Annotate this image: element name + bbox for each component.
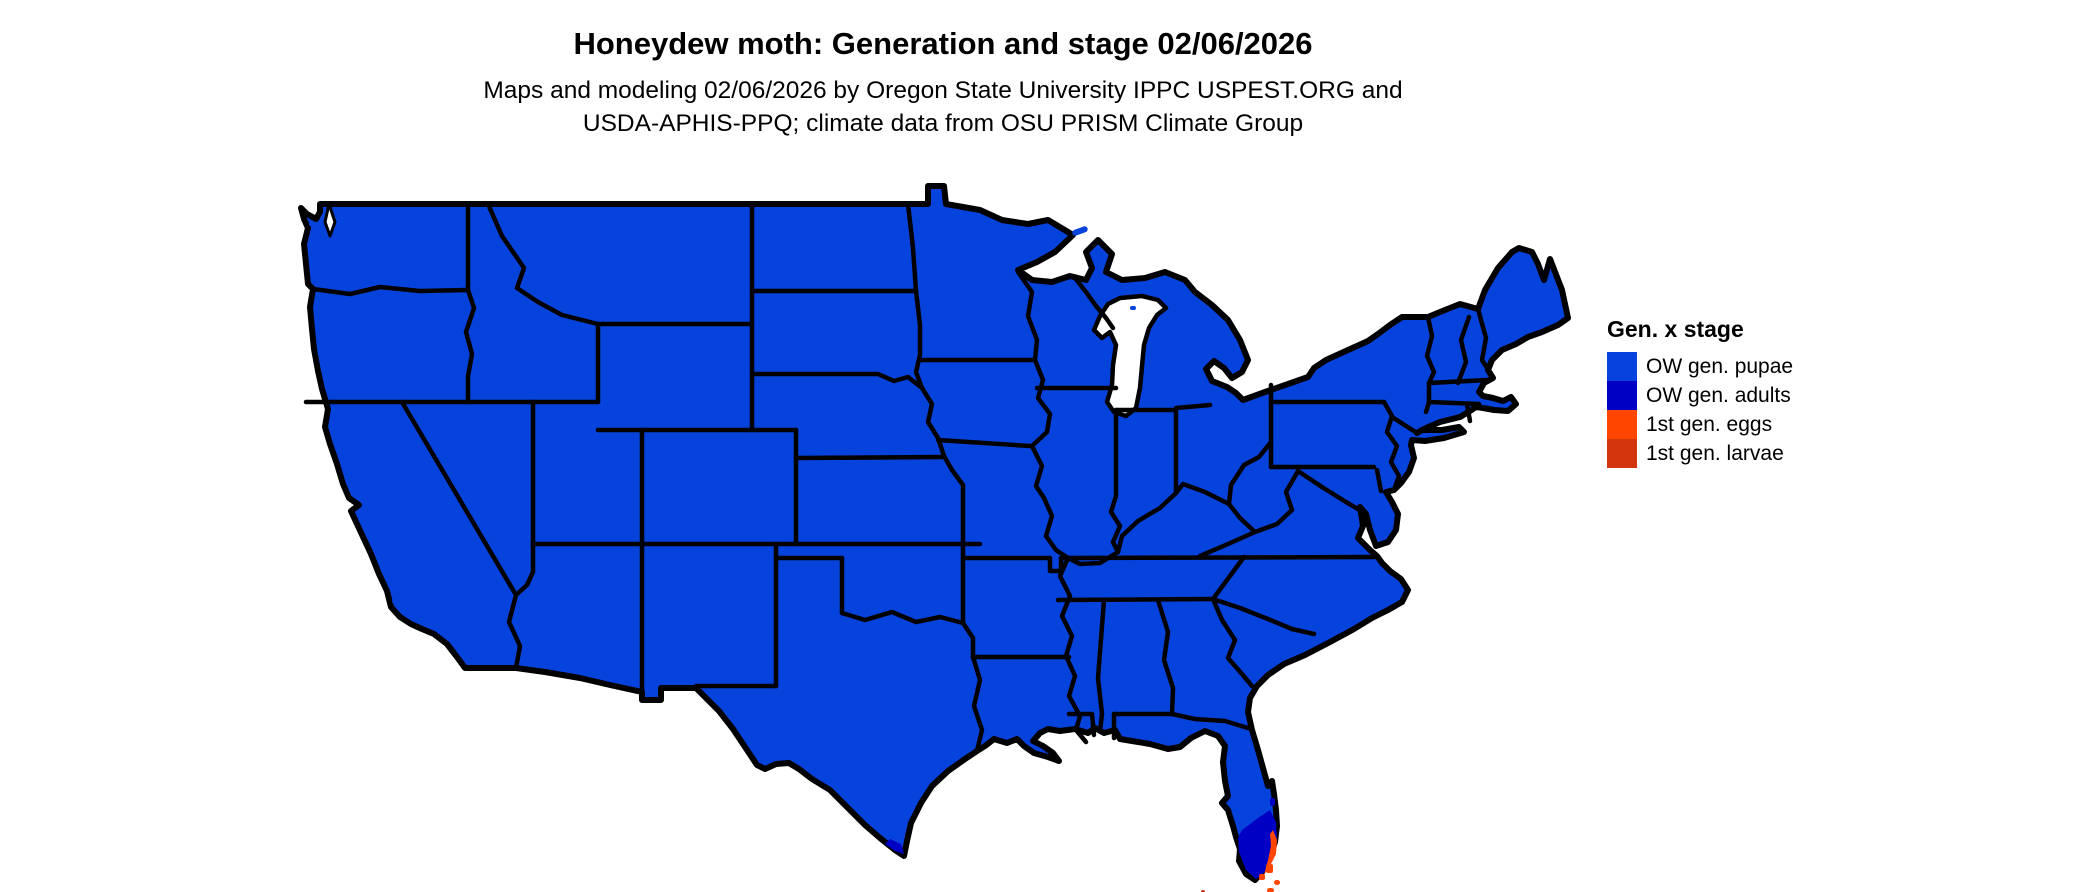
florida-adults-speck bbox=[1270, 798, 1275, 806]
subtitle-line-2: USDA-APHIS-PPQ; climate data from OSU PR… bbox=[582, 110, 1304, 137]
map-title: Honeydew moth: Generation and stage 02/0… bbox=[573, 26, 1313, 61]
map-subtitle: Maps and modeling 02/06/2026 by Oregon S… bbox=[0, 74, 1886, 140]
legend-label: 1st gen. larvae bbox=[1646, 441, 1784, 465]
florida-adults-region bbox=[1238, 810, 1277, 879]
texas-adults-region bbox=[885, 839, 904, 854]
legend-row-eggs: 1st gen. eggs bbox=[1607, 410, 1793, 439]
legend-row-larvae: 1st gen. larvae bbox=[1607, 439, 1793, 468]
island-specks bbox=[309, 222, 1136, 622]
adults-swatch bbox=[1607, 381, 1637, 410]
legend-row-adults: OW gen. adults bbox=[1607, 381, 1793, 410]
legend-row-pupae: OW gen. pupae bbox=[1607, 352, 1793, 381]
us-landmass bbox=[298, 183, 1571, 883]
title-block: Honeydew moth: Generation and stage 02/0… bbox=[0, 0, 1886, 140]
subtitle-line-1: Maps and modeling 02/06/2026 by Oregon S… bbox=[483, 77, 1403, 104]
pupae-swatch bbox=[1607, 352, 1637, 381]
map-legend: Gen. x stage OW gen. pupae OW gen. adult… bbox=[1607, 316, 1793, 468]
us-map bbox=[280, 140, 1580, 892]
us-map-svg bbox=[298, 183, 1571, 892]
puget-sound bbox=[323, 202, 337, 238]
florida-keys-eggs bbox=[1201, 880, 1280, 892]
legend-title: Gen. x stage bbox=[1607, 316, 1744, 342]
legend-label: OW gen. pupae bbox=[1646, 354, 1794, 378]
florida-eggs-region bbox=[1259, 830, 1277, 880]
legend-label: OW gen. adults bbox=[1646, 383, 1791, 407]
larvae-swatch bbox=[1607, 439, 1637, 468]
state-borders bbox=[303, 201, 1492, 754]
legend-label: 1st gen. eggs bbox=[1646, 412, 1773, 436]
eggs-swatch bbox=[1607, 410, 1637, 439]
